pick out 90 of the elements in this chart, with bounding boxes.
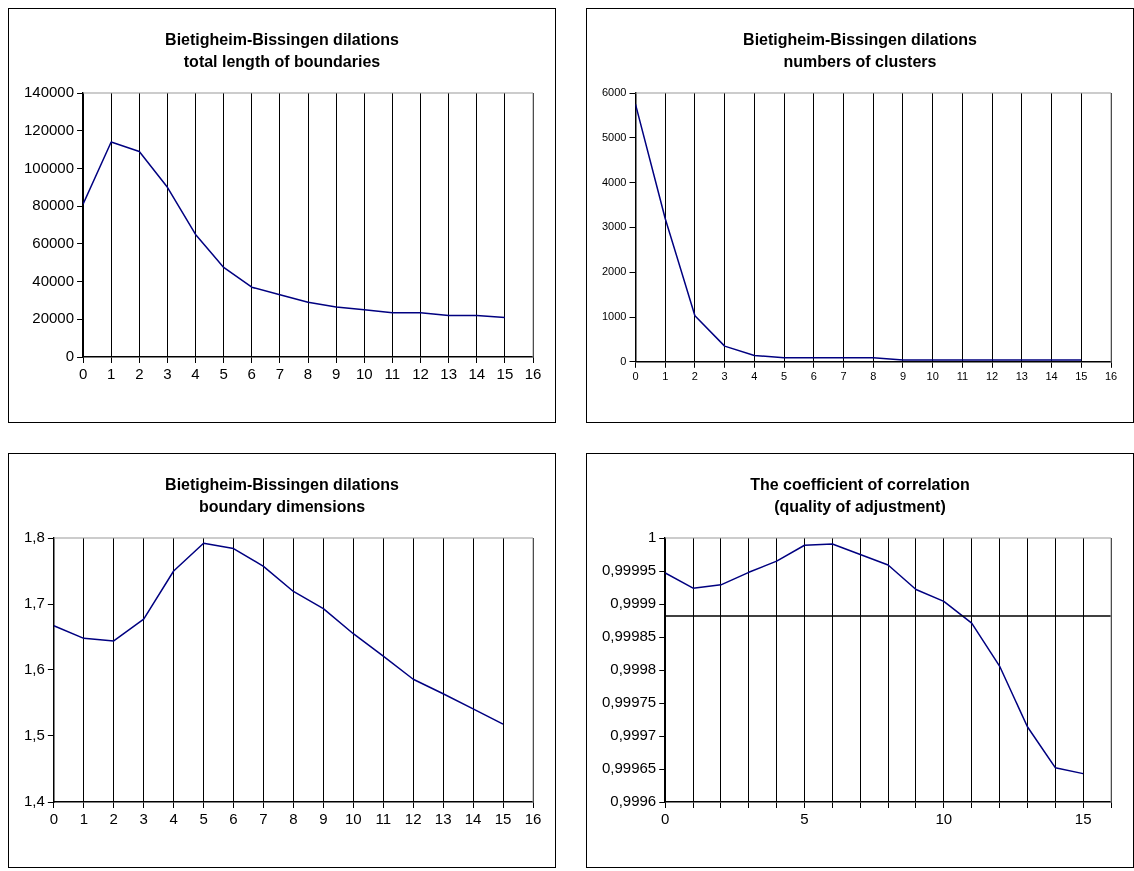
x-tick-label: 16 <box>524 810 542 828</box>
x-tick-label: 8 <box>303 365 313 383</box>
y-tick-label: 0,99985 <box>601 627 657 645</box>
x-tick-label: 13 <box>434 810 452 828</box>
x-tick-label: 10 <box>926 370 939 383</box>
x-tick-label: 10 <box>355 365 373 383</box>
x-tick-label: 5 <box>219 365 228 383</box>
y-tick-label: 0,99975 <box>601 693 657 711</box>
y-tick-label: 40000 <box>32 271 75 289</box>
x-tick-label: 9 <box>899 370 907 383</box>
x-tick-label: 14 <box>468 365 486 383</box>
y-tick-label: 0 <box>620 354 627 367</box>
y-tick-label: 1,7 <box>23 594 45 612</box>
chart-subtitle: boundary dimensions <box>197 497 367 517</box>
x-tick-label: 9 <box>319 810 328 828</box>
x-tick-label: 15 <box>1074 810 1092 828</box>
x-tick-label: 8 <box>870 370 877 383</box>
x-tick-label: 6 <box>810 370 817 383</box>
y-tick-label: 20000 <box>32 309 75 327</box>
x-tick-label: 8 <box>289 810 298 828</box>
x-tick-label: 1 <box>107 365 116 383</box>
y-tick-label: 80000 <box>32 196 75 214</box>
x-tick-label: 0 <box>661 810 670 828</box>
chart-subtitle: numbers of clusters <box>782 52 938 72</box>
x-tick-label: 2 <box>109 810 118 828</box>
y-tick-label: 140000 <box>23 83 75 101</box>
y-tick-label: 1,6 <box>23 660 45 678</box>
y-tick-label: 0,9996 <box>610 792 657 810</box>
y-tick-label: 0,9998 <box>610 660 657 678</box>
x-tick-label: 5 <box>800 810 809 828</box>
x-tick-label: 11 <box>956 370 969 383</box>
chart-title: The coefficient of correlation <box>750 475 970 495</box>
x-tick-label: 7 <box>275 365 285 383</box>
x-tick-label: 10 <box>935 810 953 828</box>
x-tick-label: 1 <box>662 370 669 383</box>
x-tick-label: 16 <box>1104 370 1118 383</box>
x-tick-label: 4 <box>191 365 200 383</box>
x-tick-label: 0 <box>78 365 88 383</box>
y-tick-label: 120000 <box>23 120 75 138</box>
y-tick-label: 0,9997 <box>610 726 657 744</box>
x-tick-label: 2 <box>691 370 698 383</box>
y-tick-label: 1,4 <box>23 792 45 810</box>
y-tick-label: 1,5 <box>23 726 45 744</box>
x-tick-label: 13 <box>440 365 457 383</box>
y-tick-label: 0,99995 <box>601 561 657 579</box>
chart-title: Bietigheim-Bissingen dilations <box>165 30 399 50</box>
x-tick-label: 4 <box>751 370 758 383</box>
x-tick-label: 16 <box>524 365 542 383</box>
x-tick-label: 11 <box>384 365 401 383</box>
x-tick-label: 2 <box>135 365 144 383</box>
y-tick-label: 0,9999 <box>610 594 657 612</box>
x-tick-label: 6 <box>229 810 238 828</box>
chart-subtitle: (quality of adjustment) <box>773 497 947 517</box>
x-tick-label: 11 <box>375 810 392 828</box>
x-tick-label: 5 <box>781 370 788 383</box>
y-tick-label: 1000 <box>601 310 627 323</box>
y-tick-label: 3000 <box>601 220 627 233</box>
y-tick-label: 0,99965 <box>601 759 657 777</box>
y-tick-label: 2000 <box>601 265 627 278</box>
y-tick-label: 1 <box>647 528 657 546</box>
y-tick-label: 0 <box>65 347 75 365</box>
x-tick-label: 1 <box>79 810 88 828</box>
y-tick-label: 1,8 <box>23 528 45 546</box>
x-tick-label: 15 <box>496 365 514 383</box>
y-tick-label: 5000 <box>601 130 627 143</box>
x-tick-label: 14 <box>464 810 482 828</box>
x-tick-label: 12 <box>412 365 429 383</box>
x-tick-label: 7 <box>259 810 268 828</box>
y-tick-label: 100000 <box>23 158 75 176</box>
x-tick-label: 15 <box>494 810 512 828</box>
x-tick-label: 3 <box>721 370 728 383</box>
x-tick-label: 9 <box>331 365 341 383</box>
x-tick-label: 12 <box>404 810 422 828</box>
x-tick-label: 14 <box>1045 370 1058 383</box>
x-tick-label: 12 <box>985 370 999 383</box>
x-tick-label: 13 <box>1015 370 1028 383</box>
x-tick-label: 15 <box>1075 370 1088 383</box>
y-tick-label: 4000 <box>601 175 627 188</box>
chart-subtitle: total length of boundaries <box>182 52 382 72</box>
y-tick-label: 60000 <box>32 234 75 251</box>
x-tick-label: 7 <box>840 370 847 383</box>
x-tick-label: 3 <box>139 810 148 828</box>
chart-title: Bietigheim-Bissingen dilations <box>743 30 977 50</box>
x-tick-label: 4 <box>169 810 178 828</box>
x-tick-label: 5 <box>199 810 208 828</box>
x-tick-label: 6 <box>247 365 256 383</box>
y-tick-label: 6000 <box>601 86 627 99</box>
chart-title: Bietigheim-Bissingen dilations <box>165 475 399 495</box>
x-tick-label: 10 <box>344 810 362 828</box>
x-tick-label: 3 <box>163 365 172 383</box>
